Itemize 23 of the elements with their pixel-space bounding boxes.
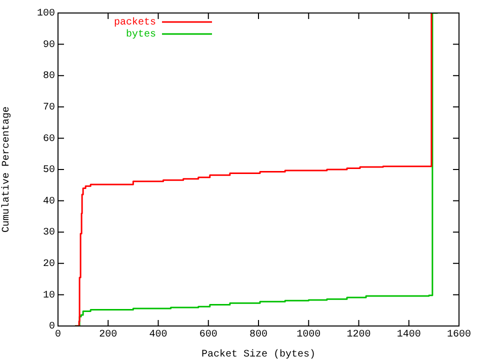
legend-label: bytes	[126, 28, 156, 41]
x-tick-label: 1600	[446, 330, 472, 341]
y-tick-label: 0	[48, 322, 55, 333]
x-tick-label: 1000	[296, 330, 321, 341]
legend-label: packets	[114, 16, 156, 29]
y-axis-title: Cumulative Percentage	[0, 106, 13, 233]
x-tick-label: 400	[149, 330, 168, 341]
x-tick-label: 600	[199, 330, 218, 341]
y-tick-label: 90	[42, 40, 55, 51]
x-tick-label: 1200	[346, 330, 371, 341]
y-tick-label: 70	[42, 102, 55, 114]
y-tick-label: 10	[42, 290, 55, 302]
y-tick-label: 100	[36, 8, 55, 20]
x-tick-label: 1400	[396, 330, 421, 341]
y-tick-label: 60	[42, 134, 55, 145]
y-tick-label: 50	[42, 165, 55, 176]
x-tick-label: 800	[249, 330, 268, 341]
x-axis-title: Packet Size (bytes)	[201, 348, 316, 360]
y-tick-label: 80	[42, 71, 55, 82]
y-tick-label: 40	[42, 196, 55, 208]
y-tick-label: 20	[42, 259, 55, 270]
x-tick-label: 200	[99, 330, 118, 341]
y-tick-label: 30	[42, 228, 55, 239]
